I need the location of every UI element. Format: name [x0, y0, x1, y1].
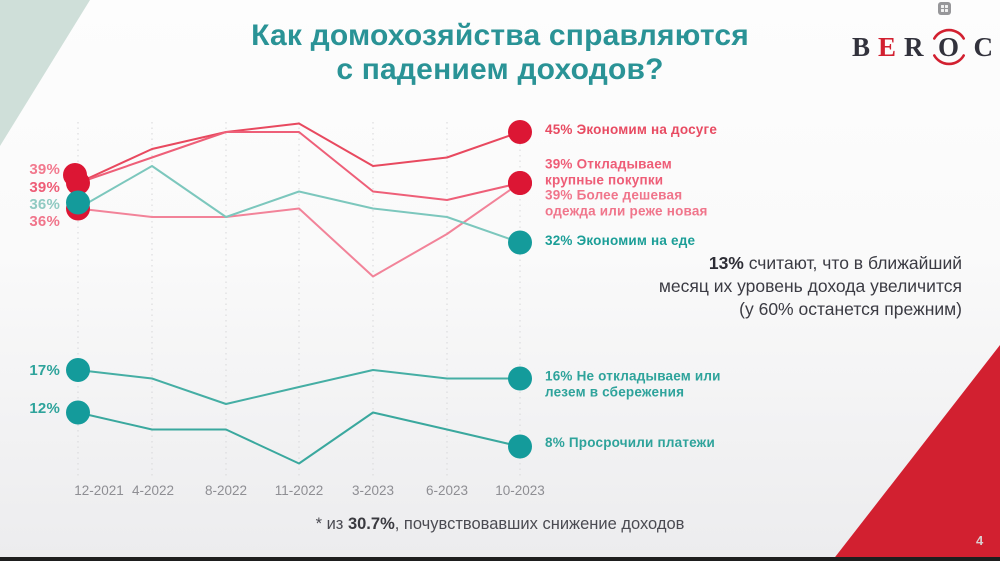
start-dot — [66, 171, 90, 195]
apps-grid-icon[interactable] — [938, 2, 951, 15]
logo-letter: O — [938, 31, 960, 62]
side-note-text: считают, что в ближайший месяц их уровен… — [658, 253, 962, 320]
page-title: Как домохозяйства справляются с падением… — [0, 19, 1000, 87]
apps-grid-icon-dot — [941, 9, 944, 12]
series-line — [77, 182, 521, 278]
start-dot — [66, 400, 90, 425]
logo-letter-o: O — [932, 27, 966, 67]
logo-letter: R — [904, 31, 924, 62]
apps-grid-icon-dot — [945, 9, 948, 12]
series-line — [77, 122, 521, 184]
page-number: 4 — [976, 533, 984, 548]
side-note-bold: 13% — [708, 253, 744, 273]
footnote-suffix: , почувствовавших снижение доходов — [394, 515, 685, 533]
page-title-line2: с падением доходов? — [336, 53, 664, 87]
series-line — [77, 411, 521, 465]
bottom-letterbox-bar — [0, 557, 1000, 561]
series-line — [77, 369, 520, 405]
end-dot — [508, 230, 532, 255]
logo-o-ring-icon — [932, 28, 965, 66]
end-dot — [508, 171, 532, 195]
start-dot — [66, 358, 90, 382]
apps-grid-icon-dot — [941, 5, 944, 8]
end-dot — [508, 120, 532, 144]
logo-letter: B — [852, 31, 871, 62]
logo-letter: C — [973, 31, 994, 62]
footnote-prefix: * из — [315, 515, 348, 533]
start-dot — [66, 190, 90, 215]
end-dot — [508, 366, 532, 391]
logo-letter: E — [878, 31, 897, 62]
end-dot — [508, 434, 532, 459]
side-note: 13% считают, что в ближайший месяц их ур… — [657, 252, 962, 321]
page-title-line1: Как домохозяйства справляются — [251, 19, 749, 52]
apps-grid-icon-dot — [945, 5, 948, 8]
beroc-logo: B E R O C — [852, 27, 993, 67]
series-line — [77, 131, 521, 201]
footnote: * из 30.7%, почувствовавших снижение дох… — [0, 515, 1000, 534]
series-line — [77, 165, 521, 244]
footnote-bold: 30.7% — [347, 515, 395, 533]
